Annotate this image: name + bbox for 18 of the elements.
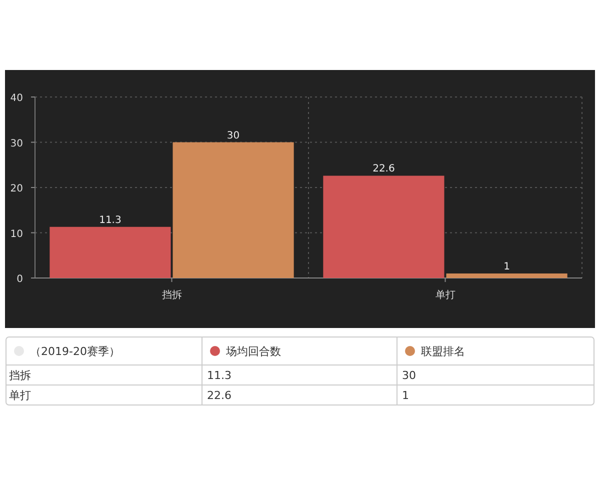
- text: 1: [402, 389, 409, 402]
- data-label: 22.6: [372, 164, 395, 175]
- legend-label: 场均回合数: [225, 345, 281, 358]
- text: 22.6: [207, 389, 232, 402]
- category-label: 挡拆: [9, 369, 31, 382]
- y-tick-label: 10: [10, 228, 23, 240]
- data-label: 1: [504, 261, 510, 272]
- text: 11.3: [207, 369, 232, 382]
- text: 30: [402, 369, 416, 382]
- category-label: 单打: [9, 389, 31, 402]
- y-tick-label: 20: [10, 184, 23, 194]
- legend-title: （2019-20赛季）: [30, 345, 120, 358]
- y-tick-label: 40: [10, 93, 23, 104]
- data-label: 11.3: [99, 214, 122, 226]
- y-tick-label: 30: [10, 138, 23, 150]
- data-label: 30: [226, 130, 240, 142]
- legend-label: 联盟排名: [421, 345, 465, 358]
- y-tick-label: 0: [16, 274, 23, 285]
